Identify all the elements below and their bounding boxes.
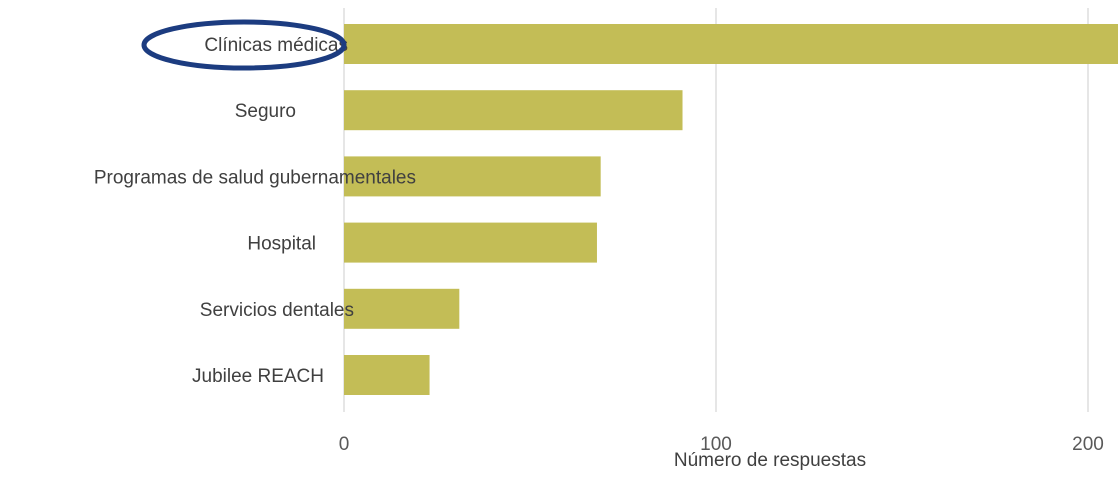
- x-tick-label: 200: [1072, 434, 1104, 455]
- category-label: Programas de salud gubernamentales: [94, 167, 416, 188]
- category-label: Seguro: [235, 101, 296, 122]
- highlight-ellipse: [141, 19, 347, 71]
- bar: [344, 222, 597, 263]
- gridlines: [343, 8, 1089, 412]
- bar: [344, 24, 1118, 64]
- category-labels: Clínicas médicas Seguro Programas de salud…: [94, 35, 416, 387]
- x-axis-title: Número de respuestas: [674, 450, 866, 471]
- bar: [344, 156, 601, 197]
- bar: [344, 288, 460, 329]
- bars: [344, 24, 1118, 395]
- bar: [344, 355, 430, 395]
- category-label: Jubilee REACH: [192, 366, 324, 387]
- x-tick-labels: 0 100 200: [339, 434, 1104, 455]
- category-label: Servicios dentales: [200, 300, 354, 321]
- bar: [344, 90, 683, 131]
- x-tick-label: 0: [339, 434, 350, 455]
- category-label: Hospital: [247, 234, 316, 255]
- x-tick-label: 100: [700, 434, 732, 455]
- category-label: Clínicas médicas: [204, 35, 348, 56]
- highlight-layer: [141, 19, 347, 71]
